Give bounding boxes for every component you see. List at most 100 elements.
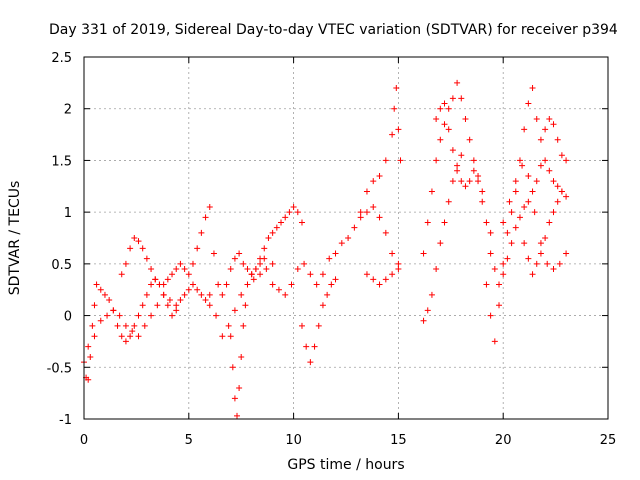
data-point	[313, 281, 320, 288]
x-tick-label: 0	[80, 433, 88, 448]
data-point	[516, 157, 523, 164]
y-tick-label: 1	[64, 206, 72, 221]
data-point	[395, 126, 402, 133]
data-point	[370, 276, 377, 283]
y-tick-label: -1	[59, 413, 72, 428]
data-point	[298, 219, 305, 226]
data-point	[169, 271, 176, 278]
data-point	[519, 162, 526, 169]
data-point	[231, 395, 238, 402]
data-point	[202, 297, 209, 304]
data-point	[252, 266, 259, 273]
data-point	[563, 193, 570, 200]
data-point	[537, 250, 544, 257]
data-point	[508, 240, 515, 247]
data-point	[466, 178, 473, 185]
data-point	[550, 178, 557, 185]
data-point	[393, 85, 400, 92]
data-point	[101, 291, 108, 298]
data-point	[458, 95, 465, 102]
x-tick-label: 20	[495, 433, 512, 448]
data-point	[152, 276, 159, 283]
data-point	[231, 255, 238, 262]
data-point	[454, 167, 461, 174]
series-arc-g	[269, 203, 402, 298]
data-point	[428, 291, 435, 298]
data-point	[290, 203, 297, 210]
data-point	[219, 291, 226, 298]
data-point	[269, 260, 276, 267]
data-point	[169, 312, 176, 319]
y-tick-label: -0.5	[47, 361, 72, 376]
data-point	[238, 353, 245, 360]
data-point	[512, 178, 519, 185]
data-point	[542, 235, 549, 241]
data-point	[275, 286, 282, 293]
x-tick-labels: 0 5 10 15 20 25	[80, 433, 616, 448]
data-point	[345, 235, 352, 241]
data-point	[420, 250, 427, 257]
series-arc-h	[298, 276, 339, 366]
series-arc-f	[206, 260, 276, 340]
data-point	[389, 250, 396, 257]
data-point	[273, 224, 280, 231]
data-point	[227, 333, 234, 340]
data-point	[563, 250, 570, 257]
data-point	[382, 276, 389, 283]
chart-title: Day 331 of 2019, Sidereal Day-to-day VTE…	[49, 22, 618, 38]
data-point	[319, 271, 326, 278]
data-point	[148, 281, 155, 288]
series-arc-i	[357, 85, 404, 216]
data-point	[529, 188, 536, 195]
data-point	[87, 353, 94, 360]
data-point	[397, 157, 404, 164]
data-point	[315, 322, 322, 329]
data-point	[487, 312, 494, 319]
data-point	[131, 322, 138, 329]
data-point	[554, 198, 561, 205]
data-point	[544, 260, 551, 267]
series-arc-l	[420, 152, 465, 324]
data-point	[311, 343, 318, 350]
data-point	[164, 276, 171, 283]
data-point	[525, 100, 532, 107]
series-arc-k	[420, 79, 494, 257]
data-point	[240, 322, 247, 329]
data-point	[437, 105, 444, 112]
data-point	[288, 281, 295, 288]
data-point	[97, 286, 104, 293]
data-point	[504, 255, 511, 262]
data-point	[319, 302, 326, 309]
data-point	[185, 271, 192, 278]
data-point	[454, 79, 461, 86]
data-point	[382, 229, 389, 236]
series-arc-m	[433, 100, 486, 195]
data-point	[110, 307, 117, 314]
data-point	[118, 271, 125, 278]
data-point	[550, 266, 557, 273]
data-point	[479, 198, 486, 205]
data-point	[173, 266, 180, 273]
series-arc-q	[521, 188, 565, 278]
data-point	[550, 121, 557, 128]
data-point	[238, 291, 245, 298]
data-point	[458, 178, 465, 185]
data-point	[508, 209, 515, 216]
data-point	[537, 162, 544, 169]
data-point	[106, 297, 113, 304]
data-point	[428, 188, 435, 195]
data-point	[487, 250, 494, 257]
data-point	[298, 322, 305, 329]
data-point	[357, 209, 364, 216]
data-point	[261, 255, 268, 262]
data-point	[231, 307, 238, 314]
data-point	[185, 286, 192, 293]
data-point	[466, 136, 473, 143]
data-point	[506, 198, 513, 205]
data-point	[332, 276, 339, 283]
data-point	[89, 322, 96, 329]
data-point	[122, 338, 129, 345]
data-point	[437, 240, 444, 247]
data-point	[531, 209, 538, 216]
